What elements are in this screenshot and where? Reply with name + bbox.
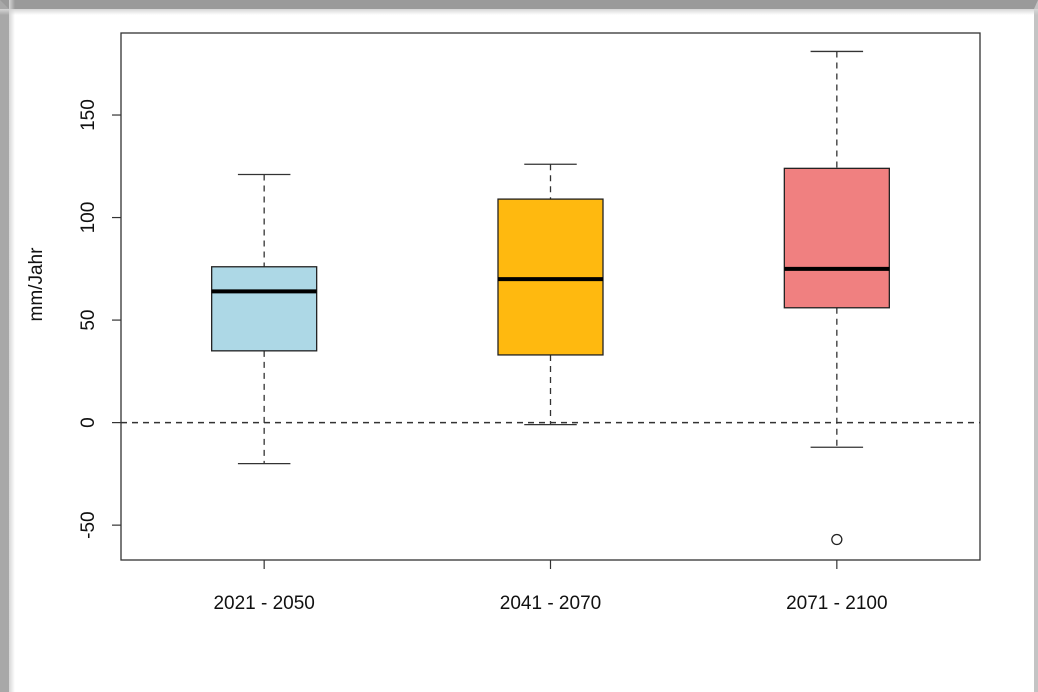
y-tick-label: 150	[78, 99, 99, 131]
plot-border	[120, 32, 981, 561]
x-tick-label: 2071 - 2100	[786, 593, 887, 614]
y-axis: -50 0 50 100 150	[78, 99, 121, 539]
box-3	[783, 50, 890, 546]
box-2	[497, 163, 604, 426]
box-group	[211, 50, 890, 546]
y-axis-label: mm/Jahr	[26, 247, 47, 322]
box-body	[783, 167, 890, 309]
box-body	[497, 198, 604, 356]
outlier-point	[831, 533, 843, 546]
x-axis: 2021 - 2050 2041 - 2070 2071 - 2100	[213, 560, 888, 614]
box-body	[211, 266, 318, 352]
y-tick-label: 50	[78, 310, 99, 331]
x-tick-label: 2041 - 2070	[500, 593, 601, 614]
box-1	[211, 173, 318, 465]
frame-shadow-top	[0, 9, 1038, 15]
frame-shadow-left	[9, 0, 15, 692]
y-tick-label: -50	[78, 511, 99, 538]
x-tick-label: 2021 - 2050	[213, 593, 314, 614]
y-tick-label: 0	[78, 417, 99, 428]
y-tick-label: 100	[78, 202, 99, 234]
